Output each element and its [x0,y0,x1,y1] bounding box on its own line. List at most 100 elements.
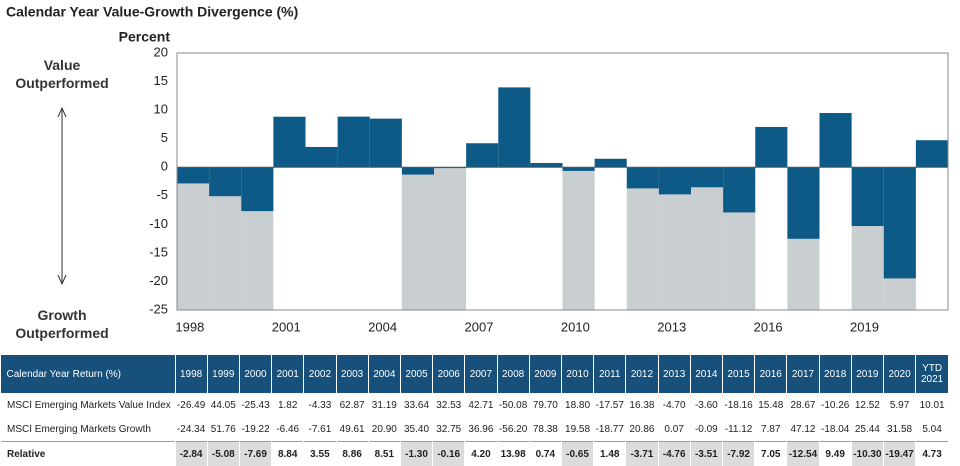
bar [530,163,562,167]
table-cell: -50.08 [497,393,529,417]
table-cell: 18.80 [561,393,593,417]
table-cell: 5.97 [883,393,915,417]
table-cell: 12.52 [851,393,883,417]
growth-shade [177,183,209,310]
table-cell: 31.58 [883,417,915,442]
table-cell: -7.92 [722,442,754,466]
table-cell: 9.49 [819,442,851,466]
bar [755,127,787,167]
table-cell: -7.69 [239,442,271,466]
bar [498,87,530,167]
y-tick-label: 0 [161,159,168,174]
table-cell: 4.20 [465,442,497,466]
table-cell: -25.43 [239,393,271,417]
chart-title: Calendar Year Value-Growth Divergence (%… [6,4,298,20]
table-cell: 42.71 [465,393,497,417]
bar [852,167,884,226]
table-cell: 8.51 [368,442,400,466]
header-cell: 2018 [819,355,851,393]
bar [916,140,948,167]
header-cell: 2016 [755,355,787,393]
y-tick-label: 15 [154,73,168,88]
table-cell: 16.38 [626,393,658,417]
x-tick-label: 2019 [850,319,879,334]
table-cell: 33.64 [400,393,432,417]
y-tick-label: 10 [154,102,168,117]
table-cell: 4.73 [916,442,948,466]
x-tick-label: 2001 [272,319,301,334]
header-cell: 2019 [851,355,883,393]
growth-shade [884,278,916,310]
bar [306,147,338,167]
row-label: Relative [1,442,176,466]
table-cell: 44.05 [207,393,239,417]
annotation: Value Outperformed [2,56,122,92]
bar [884,167,916,278]
table-cell: 1.82 [272,393,304,417]
table-cell: 78.38 [529,417,561,442]
bar [595,159,627,167]
table-cell: -0.65 [561,442,593,466]
table-cell: -3.71 [626,442,658,466]
x-tick-label: 2010 [561,319,590,334]
growth-shade [787,239,819,310]
header-cell: 2015 [722,355,754,393]
table-cell: 32.75 [433,417,465,442]
y-tick-label: -20 [149,273,168,288]
growth-shade [659,194,691,310]
table-cell: 5.04 [916,417,948,442]
bar [820,113,852,167]
bar [241,167,273,211]
table-cell: -56.20 [497,417,529,442]
table-cell: 36.96 [465,417,497,442]
table-cell: -3.51 [690,442,722,466]
bar [209,167,241,196]
header-cell: 2004 [368,355,400,393]
table-cell: 32.53 [433,393,465,417]
header-cell: 2002 [304,355,336,393]
table-cell: -11.12 [722,417,754,442]
y-tick-label: 20 [154,44,168,59]
table-cell: -0.09 [690,417,722,442]
annotation: Growth Outperformed [2,306,122,342]
table-cell: -26.49 [175,393,207,417]
bar [563,167,595,171]
y-tick-label: 5 [161,130,168,145]
header-cell: YTD 2021 [916,355,948,393]
header-cell: 1998 [175,355,207,393]
header-cell: 2012 [626,355,658,393]
growth-shade [563,171,595,310]
header-cell: 2001 [272,355,304,393]
bar [723,167,755,212]
table-cell: -1.30 [400,442,432,466]
table-cell: -3.60 [690,393,722,417]
table-cell: 7.87 [755,417,787,442]
table-cell: 13.98 [497,442,529,466]
table-cell: 35.40 [400,417,432,442]
table-cell: -18.77 [594,417,626,442]
table-cell: -4.76 [658,442,690,466]
row-label: MSCI Emerging Markets Value Index [1,393,176,417]
table-cell: 3.55 [304,442,336,466]
x-tick-label: 1998 [175,319,204,334]
bar [370,119,402,168]
y-tick-label: -10 [149,216,168,231]
bar [787,167,819,239]
table-cell: -12.54 [787,442,819,466]
table-cell: 19.58 [561,417,593,442]
table-cell: -5.08 [207,442,239,466]
table-cell: 20.86 [626,417,658,442]
table-cell: -17.57 [594,393,626,417]
growth-shade [209,196,241,310]
header-cell: 2003 [336,355,368,393]
table-cell: -24.34 [175,417,207,442]
growth-shade [691,187,723,310]
table-cell: -19.47 [883,442,915,466]
table-cell: -6.46 [272,417,304,442]
y-tick-label: -25 [149,301,168,316]
y-tick-label: -15 [149,244,168,259]
